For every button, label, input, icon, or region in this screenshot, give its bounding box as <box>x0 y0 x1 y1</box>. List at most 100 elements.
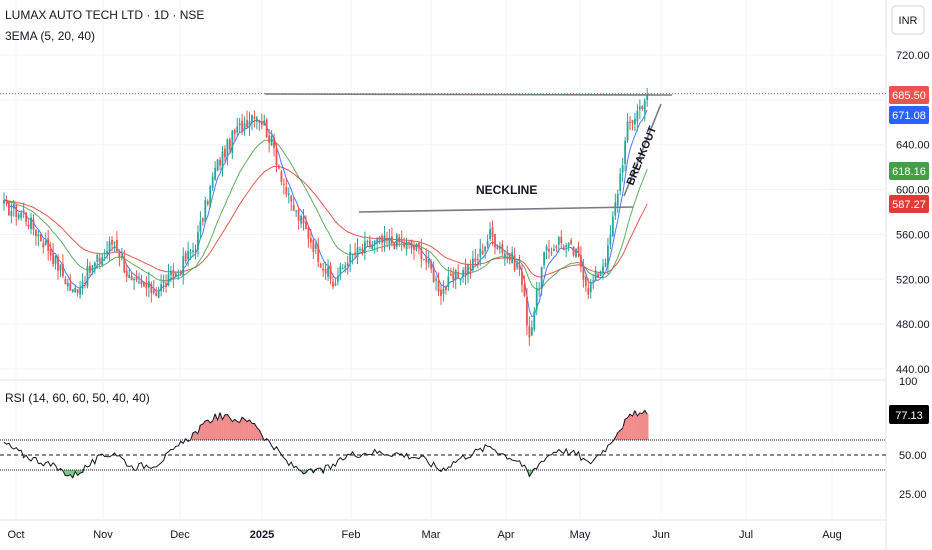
candle-body <box>184 253 187 262</box>
rsi-overbought-fill <box>248 419 251 440</box>
value-tag-label: 685.50 <box>892 90 926 102</box>
candle-body <box>255 117 258 122</box>
rsi-overbought-fill <box>226 414 229 440</box>
candle-body <box>143 282 145 287</box>
candle-body <box>187 251 190 260</box>
value-tag-label: 587.27 <box>892 199 926 211</box>
candle-body <box>170 270 172 276</box>
candle-body <box>589 281 592 293</box>
time-tick-label: Mar <box>422 529 441 541</box>
candle-body <box>523 284 526 297</box>
rsi-overbought-fill <box>255 427 259 440</box>
candle-body <box>339 266 342 275</box>
candle-body <box>93 262 96 267</box>
candle-body <box>359 249 361 251</box>
candle-body <box>351 254 354 256</box>
candle-body <box>513 255 516 271</box>
candle-body <box>79 288 82 295</box>
candle-body <box>69 283 72 291</box>
candle-body <box>393 243 396 249</box>
rsi-overbought-fill <box>621 428 624 440</box>
ema40-line <box>4 165 648 278</box>
candle-body <box>582 265 585 280</box>
candle-body <box>201 218 204 222</box>
candle-body <box>42 242 45 248</box>
candle-body <box>206 201 209 205</box>
candle-body <box>545 246 548 251</box>
candle-body <box>157 290 160 298</box>
candle-body <box>634 118 636 125</box>
rsi-overbought-fill <box>240 417 244 440</box>
candle-body <box>216 159 219 171</box>
candle-body <box>226 139 229 157</box>
candle-body <box>452 272 455 281</box>
rsi-overbought-fill <box>194 431 197 440</box>
candle-body <box>550 252 553 254</box>
candle-body <box>508 252 511 261</box>
candle-body <box>32 219 35 230</box>
price-tick-label: 560.00 <box>896 229 930 241</box>
candle-body <box>464 266 467 275</box>
candle-body <box>557 237 560 245</box>
time-tick-label: Nov <box>93 529 113 541</box>
candle-body <box>587 287 590 295</box>
candle-body <box>25 212 27 222</box>
candle-body <box>133 278 136 281</box>
candle-body <box>125 270 128 277</box>
rsi-overbought-fill <box>233 419 237 440</box>
candle-body <box>307 227 310 239</box>
rsi-overbought-fill <box>645 414 649 440</box>
rsi-overbought-fill <box>636 415 639 440</box>
candle-body <box>638 106 641 110</box>
candle-body <box>415 244 418 250</box>
price-tick-label: 520.00 <box>896 274 930 286</box>
candle-body <box>611 216 614 236</box>
candle-body <box>609 234 612 245</box>
candle-body <box>111 239 113 245</box>
rsi-overbought-fill <box>211 420 214 440</box>
rsi-overbought-fill <box>245 421 249 440</box>
candle-body <box>312 239 315 252</box>
candle-body <box>506 253 509 255</box>
rsi-overbought-fill <box>626 417 629 440</box>
candle-body <box>165 282 167 287</box>
rsi-overbought-fill <box>643 410 647 440</box>
candle-body <box>356 247 359 257</box>
candle-body <box>336 276 339 282</box>
candle-body <box>118 252 121 258</box>
candle-body <box>59 265 62 271</box>
candle-body <box>442 288 445 294</box>
candle-body <box>344 265 347 269</box>
candle-body <box>543 252 545 266</box>
candle-body <box>179 273 182 275</box>
rsi-overbought-fill <box>208 422 212 440</box>
time-tick-label: Feb <box>342 529 361 541</box>
candle-body <box>538 289 541 291</box>
rsi-overbought-fill <box>253 423 256 440</box>
candle-body <box>413 246 415 250</box>
candle-body <box>246 120 248 128</box>
candle-body <box>489 229 491 239</box>
candle-body <box>528 326 531 338</box>
currency-button[interactable] <box>891 5 925 35</box>
candle-body <box>636 110 639 122</box>
candle-body <box>501 244 504 254</box>
candle-body <box>619 173 622 192</box>
candle-body <box>209 185 212 207</box>
candlestick-series <box>3 87 649 346</box>
candle-body <box>81 281 84 289</box>
candle-body <box>197 232 199 251</box>
candle-body <box>22 210 25 213</box>
chart-title: LUMAX AUTO TECH LTD · 1D · NSE <box>5 8 204 22</box>
rsi-tick-label: 100 <box>899 376 917 388</box>
rsi-oversold-fill <box>64 470 67 476</box>
candle-body <box>128 275 131 278</box>
candle-body <box>516 262 518 268</box>
candle-body <box>484 246 487 252</box>
rsi-overbought-fill <box>613 437 617 440</box>
rsi-overbought-fill <box>228 418 232 440</box>
candle-body <box>425 256 428 263</box>
time-tick-label: May <box>570 529 591 541</box>
candle-body <box>499 246 501 249</box>
